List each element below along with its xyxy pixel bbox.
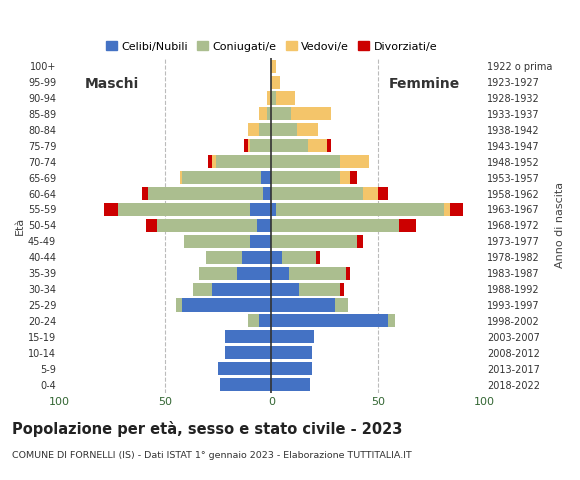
Y-axis label: Anno di nascita: Anno di nascita [555, 182, 565, 268]
Bar [142, 187, 148, 200]
Bar [148, 187, 263, 200]
Bar [389, 314, 395, 327]
Bar [267, 92, 271, 105]
Bar [299, 283, 339, 296]
Bar [224, 346, 271, 359]
Bar [146, 219, 157, 232]
Bar [205, 251, 242, 264]
Bar [199, 266, 237, 280]
Bar [282, 251, 316, 264]
Bar [193, 283, 212, 296]
Bar [263, 187, 271, 200]
Bar [363, 187, 378, 200]
Bar [271, 171, 339, 184]
Bar [271, 219, 399, 232]
Bar [291, 108, 331, 120]
Bar [176, 299, 182, 312]
Bar [220, 378, 271, 391]
Bar [276, 203, 444, 216]
Bar [271, 251, 282, 264]
Bar [339, 283, 344, 296]
Bar [271, 378, 310, 391]
Bar [276, 92, 295, 105]
Bar [271, 314, 389, 327]
Bar [212, 155, 216, 168]
Bar [182, 171, 261, 184]
Bar [271, 187, 363, 200]
Bar [297, 123, 318, 136]
Bar [259, 108, 267, 120]
Bar [271, 108, 291, 120]
Bar [248, 139, 250, 152]
Bar [399, 219, 416, 232]
Bar [378, 187, 389, 200]
Bar [271, 235, 357, 248]
Bar [256, 219, 271, 232]
Bar [271, 299, 335, 312]
Bar [271, 330, 314, 343]
Bar [218, 362, 271, 375]
Bar [250, 235, 271, 248]
Text: Femmine: Femmine [389, 77, 460, 91]
Bar [259, 123, 271, 136]
Text: Popolazione per età, sesso e stato civile - 2023: Popolazione per età, sesso e stato civil… [12, 421, 402, 437]
Text: Maschi: Maschi [85, 77, 139, 91]
Legend: Celibi/Nubili, Coniugati/e, Vedovi/e, Divorziati/e: Celibi/Nubili, Coniugati/e, Vedovi/e, Di… [102, 37, 441, 56]
Bar [271, 266, 288, 280]
Bar [212, 283, 271, 296]
Bar [104, 203, 118, 216]
Bar [271, 362, 312, 375]
Bar [271, 283, 299, 296]
Bar [288, 266, 346, 280]
Bar [216, 155, 271, 168]
Bar [250, 139, 271, 152]
Bar [444, 203, 450, 216]
Bar [335, 299, 348, 312]
Bar [271, 60, 275, 72]
Bar [350, 171, 357, 184]
Text: COMUNE DI FORNELLI (IS) - Dati ISTAT 1° gennaio 2023 - Elaborazione TUTTITALIA.I: COMUNE DI FORNELLI (IS) - Dati ISTAT 1° … [12, 451, 411, 460]
Bar [357, 235, 363, 248]
Bar [450, 203, 463, 216]
Bar [242, 251, 271, 264]
Bar [339, 155, 369, 168]
Bar [250, 203, 271, 216]
Bar [244, 139, 248, 152]
Bar [271, 139, 307, 152]
Bar [271, 75, 280, 89]
Bar [259, 314, 271, 327]
Bar [307, 139, 327, 152]
Bar [339, 171, 350, 184]
Bar [271, 92, 275, 105]
Bar [248, 314, 259, 327]
Bar [182, 299, 271, 312]
Bar [248, 123, 259, 136]
Bar [261, 171, 271, 184]
Bar [271, 155, 339, 168]
Bar [224, 330, 271, 343]
Bar [316, 251, 320, 264]
Bar [271, 346, 312, 359]
Bar [157, 219, 256, 232]
Bar [346, 266, 350, 280]
Bar [327, 139, 331, 152]
Bar [118, 203, 250, 216]
Bar [271, 203, 275, 216]
Bar [267, 108, 271, 120]
Bar [208, 155, 212, 168]
Bar [184, 235, 250, 248]
Bar [180, 171, 182, 184]
Bar [271, 123, 297, 136]
Bar [237, 266, 271, 280]
Y-axis label: Età: Età [15, 216, 25, 235]
